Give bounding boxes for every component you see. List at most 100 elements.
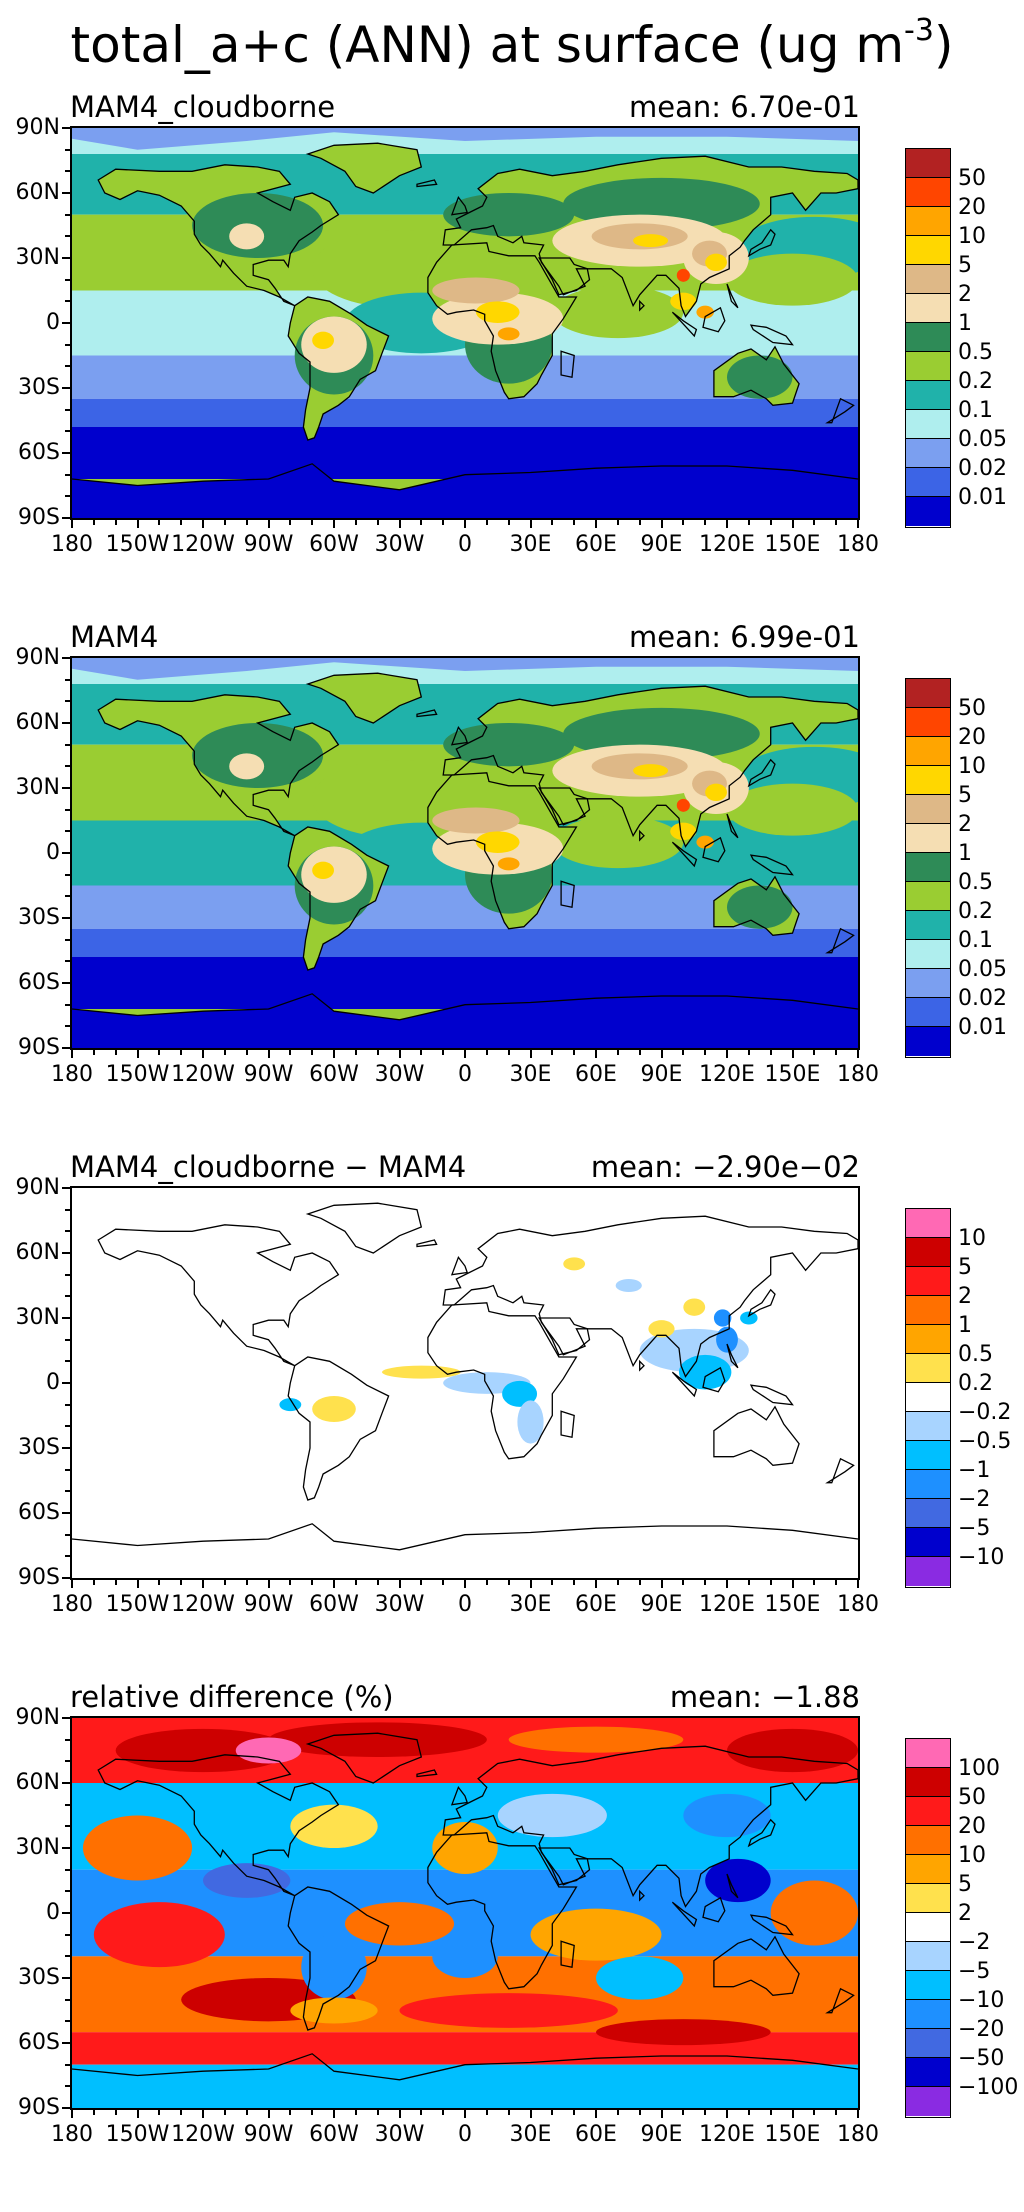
lon-tick-label: 180 [51,2122,93,2147]
colorbar-swatch [906,679,950,708]
lat-tick [65,1425,70,1428]
lat-tick [65,1533,70,1536]
coastline-island [747,1288,776,1318]
land-fill [72,463,858,518]
colorbar-swatch [906,1768,950,1797]
colorbar-label: 0.1 [958,927,993,953]
field-region [497,1793,607,1838]
lat-tick [62,722,70,724]
colorbar-label: 0.1 [958,397,993,423]
colorbar-swatch [906,882,950,911]
lon-tick [769,1580,772,1585]
lon-tick [267,2110,270,2118]
lon-tick [333,1580,335,1588]
lon-tick [791,520,794,528]
lon-tick [180,1580,183,1585]
lon-tick-label: 120E [699,2122,755,2147]
lat-tick [65,1338,70,1341]
colorbar-label: −20 [958,2016,1005,2042]
lat-tick [65,1890,70,1893]
lon-tick-label: 30E [509,1592,552,1617]
lat-tick-label: 30S [18,905,60,930]
field-region [93,1902,225,1968]
field-region [615,1279,642,1292]
colorbar-swatch [906,1528,950,1557]
world-map [70,126,860,520]
lon-tick [289,1580,292,1585]
lon-tick-label: 180 [837,532,879,557]
lat-tick [62,2107,70,2109]
lat-tick-label: 0 [46,1900,60,1925]
world-map [70,656,860,1050]
colorbar-swatch [906,853,950,882]
coastline-island [702,1896,726,1923]
lon-tick-label: 90E [640,1592,683,1617]
lon-tick [529,1050,532,1058]
lat-tick [62,322,70,324]
coastline-island [671,841,698,868]
field-region [443,723,575,767]
field-region [517,1400,544,1444]
colorbar-swatch [906,2000,950,2029]
colorbar-swatch [906,1383,950,1412]
lon-tick [769,2110,772,2115]
colorbar-label: 0.01 [958,484,1007,510]
lat-tick [65,765,70,768]
colorbar-swatch [906,149,950,178]
lon-tick [223,1580,226,1585]
colorbar-swatch [906,940,950,969]
coastline-island [749,854,794,876]
colorbar-label: 50 [958,695,986,721]
lat-tick-label: 90N [15,1705,60,1730]
lon-tick [726,2110,728,2118]
field-region [443,193,575,237]
colorbar-swatch [906,323,950,352]
coastline-australia [713,1935,800,1996]
lon-tick-label: 30W [374,2122,425,2147]
lon-tick [616,1050,619,1055]
lon-tick [835,1050,838,1055]
colorbar-label: −1 [958,1457,991,1483]
coastline-island [671,1371,698,1398]
field-region [633,234,669,248]
lon-tick [857,1580,859,1588]
lon-tick-label: 120E [699,1592,755,1617]
lat-tick [62,1512,70,1514]
lon-tick-label: 60E [575,1592,617,1617]
colorbar-label: −2 [958,1486,991,1512]
colorbar-swatch [906,1296,950,1325]
colorbar-swatch [906,1942,950,1971]
lon-tick [158,1050,161,1055]
lon-tick [857,2110,859,2118]
lat-tick [65,2085,70,2088]
land-fill [307,673,422,723]
lat-tick [65,148,70,151]
lat-tick [65,495,70,498]
lat-tick-label: 90S [18,2095,60,2120]
coastline-island [560,1410,575,1438]
lat-tick-label: 90S [18,1565,60,1590]
colorbar-swatch [906,737,950,766]
lon-tick-label: 90W [243,2122,294,2147]
lon-tick-label: 90E [640,532,683,557]
lat-tick [62,1252,70,1254]
panel-mean: mean: −2.90e−02 [590,1150,860,1184]
lat-tick [65,895,70,898]
colorbar-swatch [906,236,950,265]
lon-tick [420,2110,423,2115]
colorbar-label: −5 [958,1515,991,1541]
lon-tick [114,1580,117,1585]
field-region [203,1863,291,1898]
colorbar-swatch [906,1325,950,1354]
lat-tick [65,430,70,433]
coastline-arabia [538,1317,591,1356]
colorbar-label: 50 [958,1784,986,1810]
lon-tick [311,1580,314,1585]
lat-tick [65,1230,70,1233]
lon-tick [595,520,597,528]
lon-tick [420,1580,423,1585]
lon-tick [551,520,554,525]
lon-tick [551,2110,554,2115]
field-region [497,327,520,341]
lon-tick-label: 150W [105,1592,170,1617]
